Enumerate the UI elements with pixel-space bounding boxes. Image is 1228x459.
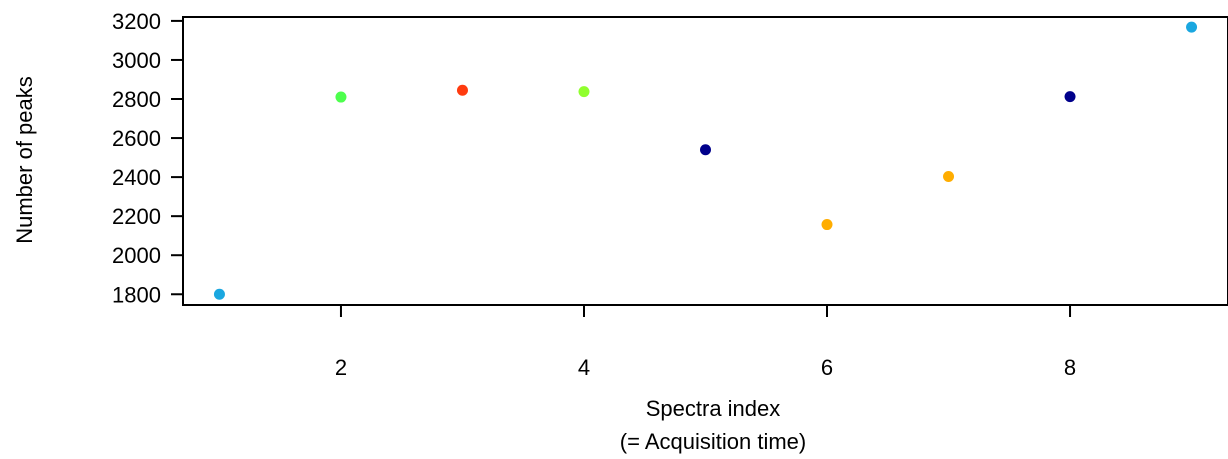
y-tick-label: 3000 <box>112 48 161 73</box>
data-point <box>335 91 347 103</box>
y-tick-label: 3200 <box>112 9 161 34</box>
data-point <box>578 86 590 98</box>
data-point <box>1186 21 1198 33</box>
y-axis-title: Number of peaks <box>12 76 37 244</box>
data-point <box>456 84 468 96</box>
plot-border <box>182 16 1228 306</box>
x-tick-label: 6 <box>821 355 833 380</box>
y-tick-label: 2800 <box>112 87 161 112</box>
data-point <box>943 171 955 183</box>
data-point <box>1064 91 1076 103</box>
data-point <box>213 288 225 300</box>
data-point <box>700 144 711 156</box>
y-tick-label: 2200 <box>112 204 161 229</box>
data-points <box>213 21 1198 300</box>
data-point <box>821 219 833 231</box>
x-tick-label: 8 <box>1064 355 1076 380</box>
x-tick-label: 4 <box>578 355 590 380</box>
y-axis: 1800 2000 2200 2400 2600 2800 3000 3200 <box>112 9 183 307</box>
y-tick-label: 2600 <box>112 126 161 151</box>
y-tick-label: 1800 <box>112 282 161 307</box>
y-tick-label: 2400 <box>112 165 161 190</box>
x-axis: 2 4 6 8 <box>335 305 1076 380</box>
x-tick-label: 2 <box>335 355 347 380</box>
x-axis-title: Spectra index <box>646 396 781 421</box>
plot-frame <box>182 16 1228 306</box>
x-axis-title-line2: (= Acquisition time) <box>620 429 806 454</box>
y-tick-label: 2000 <box>112 243 161 268</box>
